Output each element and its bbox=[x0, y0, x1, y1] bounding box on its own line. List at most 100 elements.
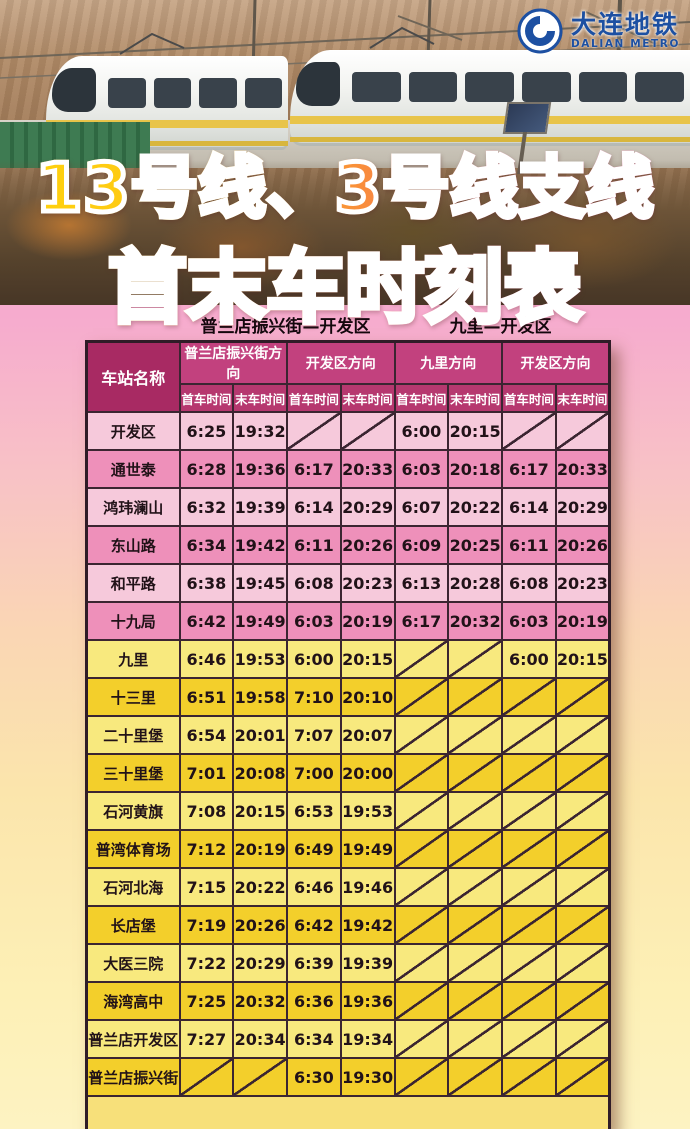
time-cell: 20:26 bbox=[339, 525, 396, 565]
time-cell: 6:07 bbox=[393, 487, 450, 527]
time-cell: 7:25 bbox=[178, 981, 235, 1021]
time-cell: 20:19 bbox=[339, 601, 396, 641]
time-cell: 6:11 bbox=[286, 525, 342, 565]
timetable: 车站名称 普兰店振兴街方向 开发区方向 九里方向 开发区方向 首车时间 末车时间首… bbox=[85, 340, 611, 1129]
time-cell: 6:39 bbox=[286, 943, 342, 983]
time-cell: 19:39 bbox=[232, 487, 288, 527]
time-cell: 20:34 bbox=[232, 1019, 288, 1059]
time-cell bbox=[501, 411, 557, 451]
time-cell bbox=[501, 715, 557, 755]
time-cell: 20:33 bbox=[339, 449, 396, 489]
logo-chinese-name: 大连地铁 bbox=[570, 10, 679, 40]
time-cell bbox=[501, 1019, 557, 1059]
time-cell: 7:01 bbox=[178, 753, 235, 793]
station-cell: 普兰店开发区 bbox=[85, 1019, 181, 1059]
station-cell: 开发区 bbox=[85, 411, 181, 451]
time-cell: 6:03 bbox=[393, 449, 450, 489]
time-cell: 20:22 bbox=[447, 487, 503, 527]
time-cell bbox=[447, 1057, 503, 1097]
train-windshield bbox=[296, 62, 340, 106]
time-cell: 6:46 bbox=[286, 867, 342, 907]
time-cell bbox=[393, 753, 450, 793]
time-cell: 19:34 bbox=[339, 1019, 396, 1059]
time-cell: 20:29 bbox=[339, 487, 396, 527]
time-cell: 6:14 bbox=[501, 487, 557, 527]
station-cell: 海湾高中 bbox=[85, 981, 181, 1021]
time-cell: 20:32 bbox=[232, 981, 288, 1021]
title-line-2: 首末车时刻表 bbox=[0, 223, 690, 338]
time-cell: 6:30 bbox=[286, 1057, 342, 1097]
time-cell: 6:51 bbox=[178, 677, 235, 717]
table-row: 普湾体育场 7:12 20:19 6:49 19:49 bbox=[85, 829, 611, 869]
station-cell: 普兰店振兴街 bbox=[85, 1057, 181, 1097]
table-row: 鸿玮澜山 6:32 19:39 6:14 20:29 6:07 20:22 6:14 20:29 bbox=[85, 487, 611, 527]
station-cell: 十三里 bbox=[85, 677, 181, 717]
time-cell bbox=[447, 829, 503, 869]
time-cell: 7:22 bbox=[178, 943, 235, 983]
time-cell bbox=[554, 715, 611, 755]
header-photo: 大连地铁 DALIAN METRO bbox=[0, 0, 690, 305]
time-cell bbox=[447, 905, 503, 945]
time-type-header: 首车时间 bbox=[393, 383, 450, 413]
time-cell: 19:32 bbox=[232, 411, 288, 451]
time-cell: 20:32 bbox=[447, 601, 503, 641]
time-cell bbox=[447, 867, 503, 907]
time-cell bbox=[232, 1057, 288, 1097]
time-cell: 6:13 bbox=[393, 563, 450, 603]
time-cell: 7:08 bbox=[178, 791, 235, 831]
logo-text: 大连地铁 DALIAN METRO bbox=[570, 10, 680, 50]
station-cell: 大医三院 bbox=[85, 943, 181, 983]
route-group-labels: 普兰店振兴街—开发区 九里—开发区 bbox=[85, 312, 608, 337]
time-cell bbox=[554, 1057, 611, 1097]
station-cell: 鸿玮澜山 bbox=[85, 487, 181, 527]
time-cell: 20:28 bbox=[447, 563, 503, 603]
time-cell bbox=[554, 981, 611, 1021]
time-cell: 6:34 bbox=[178, 525, 235, 565]
table-row: 二十里堡 6:54 20:01 7:07 20:07 bbox=[85, 715, 611, 755]
station-cell: 长店堡 bbox=[85, 905, 181, 945]
footer-row bbox=[85, 1095, 611, 1129]
time-cell: 6:36 bbox=[286, 981, 342, 1021]
time-cell: 19:42 bbox=[339, 905, 396, 945]
time-cell: 19:49 bbox=[232, 601, 288, 641]
time-cell bbox=[447, 677, 503, 717]
time-cell bbox=[554, 753, 611, 793]
station-cell: 东山路 bbox=[85, 525, 181, 565]
time-cell bbox=[447, 1019, 503, 1059]
time-type-header: 末车时间 bbox=[447, 383, 503, 413]
time-cell: 20:15 bbox=[339, 639, 396, 679]
time-cell: 6:54 bbox=[178, 715, 235, 755]
time-type-header: 末车时间 bbox=[232, 383, 288, 413]
train-illustration-rear bbox=[290, 50, 690, 146]
time-cell bbox=[501, 753, 557, 793]
time-cell bbox=[501, 791, 557, 831]
time-cell: 6:03 bbox=[501, 601, 557, 641]
time-cell: 6:17 bbox=[286, 449, 342, 489]
time-cell: 20:23 bbox=[339, 563, 396, 603]
time-cell bbox=[447, 639, 503, 679]
time-cell bbox=[393, 829, 450, 869]
route-label-right: 九里—开发区 bbox=[393, 312, 608, 337]
time-cell: 19:53 bbox=[339, 791, 396, 831]
time-cell: 7:15 bbox=[178, 867, 235, 907]
time-cell: 19:45 bbox=[232, 563, 288, 603]
time-cell bbox=[554, 867, 611, 907]
time-cell: 20:29 bbox=[232, 943, 288, 983]
station-cell: 十九局 bbox=[85, 601, 181, 641]
direction-header: 普兰店振兴街方向 bbox=[178, 340, 288, 385]
direction-header: 九里方向 bbox=[393, 340, 503, 385]
time-cell bbox=[447, 791, 503, 831]
time-cell: 6:25 bbox=[178, 411, 235, 451]
time-cell bbox=[393, 715, 450, 755]
time-cell: 20:22 bbox=[232, 867, 288, 907]
time-cell bbox=[393, 981, 450, 1021]
table-row: 十九局 6:42 19:49 6:03 20:19 6:17 20:32 6:03 20:19 bbox=[85, 601, 611, 641]
time-cell bbox=[393, 1057, 450, 1097]
dalian-metro-logo-icon bbox=[517, 8, 563, 54]
time-cell bbox=[393, 1019, 450, 1059]
time-cell bbox=[393, 905, 450, 945]
time-cell bbox=[501, 981, 557, 1021]
time-cell: 6:34 bbox=[286, 1019, 342, 1059]
table-row: 通世泰 6:28 19:36 6:17 20:33 6:03 20:18 6:17 20:33 bbox=[85, 449, 611, 489]
time-cell bbox=[393, 943, 450, 983]
